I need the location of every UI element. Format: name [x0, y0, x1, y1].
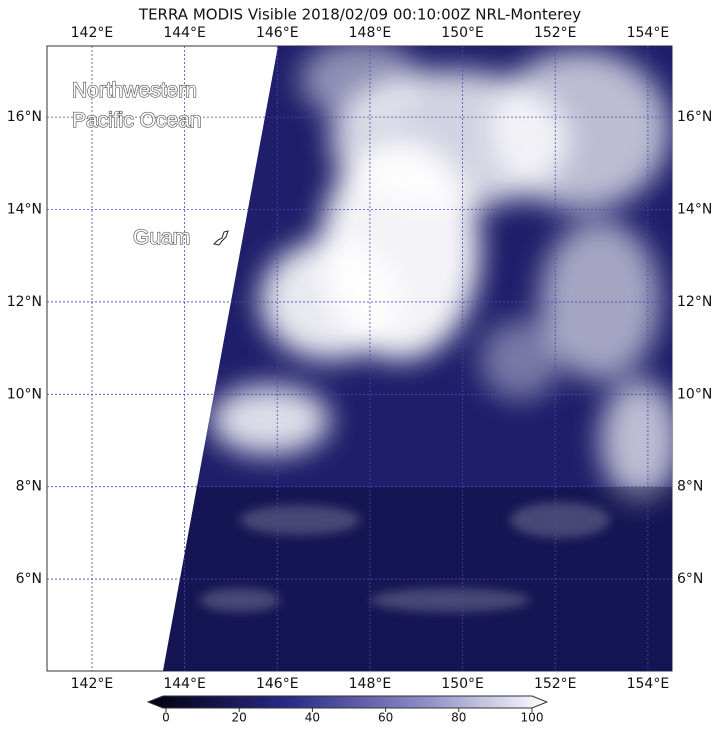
lat-label: 10°N [677, 386, 712, 402]
colorbar [146, 695, 549, 709]
lon-label: 142°E [71, 676, 114, 692]
lon-label: 146°E [256, 676, 299, 692]
colorbar-label: 100 [521, 711, 544, 725]
lat-label: 6°N [16, 571, 42, 587]
colorbar-label: 40 [305, 711, 320, 725]
lon-label: 148°E [349, 676, 392, 692]
lon-label: 150°E [441, 676, 484, 692]
lat-label: 12°N [677, 294, 712, 310]
colorbar-ticks: 0 20 40 60 80 100 [162, 708, 543, 725]
lon-label: 144°E [163, 676, 206, 692]
ocean-label: Northwestern [72, 79, 197, 102]
lat-label: 16°N [677, 109, 712, 125]
lat-label: 8°N [677, 479, 703, 495]
lon-label: 142°E [71, 25, 114, 41]
colorbar-label: 60 [378, 711, 393, 725]
lat-label: 16°N [7, 109, 42, 125]
lat-label: 6°N [677, 571, 703, 587]
colorbar-label: 80 [451, 711, 466, 725]
lon-label: 154°E [627, 676, 670, 692]
colorbar-label: 20 [232, 711, 247, 725]
lon-label: 152°E [534, 676, 577, 692]
lon-label: 150°E [441, 25, 484, 41]
title: TERRA MODIS Visible 2018/02/09 00:10:00Z… [138, 6, 581, 24]
lon-label: 144°E [163, 25, 206, 41]
lat-label: 14°N [677, 202, 712, 218]
lat-label: 14°N [7, 202, 42, 218]
island-label: Guam [133, 226, 190, 249]
lon-label: 152°E [534, 25, 577, 41]
lon-label: 148°E [349, 25, 392, 41]
lat-label: 12°N [7, 294, 42, 310]
graticule: 142°E 142°E 144°E 144°E 146°E 146°E 148°E 148°E… [7, 25, 713, 692]
ocean-label: Pacific Ocean [72, 109, 202, 132]
lon-label: 146°E [256, 25, 299, 41]
lon-label: 154°E [627, 25, 670, 41]
lat-label: 10°N [7, 386, 42, 402]
colorbar-label: 0 [162, 711, 170, 725]
guam-outline [212, 230, 229, 246]
lat-label: 8°N [16, 479, 42, 495]
